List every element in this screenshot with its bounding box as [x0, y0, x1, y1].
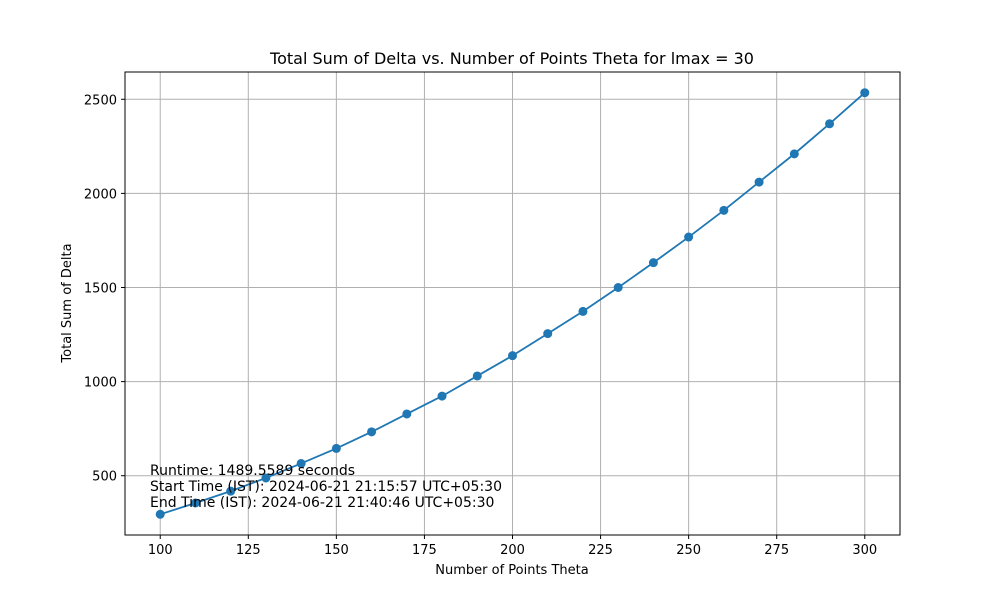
x-tick-label: 175 — [412, 543, 437, 558]
data-point — [190, 498, 200, 508]
data-point — [261, 473, 271, 483]
y-axis-label: Total Sum of Delta — [60, 243, 75, 363]
y-tick-label: 1500 — [84, 282, 117, 297]
x-tick-label: 225 — [588, 543, 613, 558]
data-point — [719, 205, 729, 215]
x-axis-label: Number of Points Theta — [435, 563, 588, 578]
data-series — [155, 88, 870, 519]
annotation-start-time: Start Time (IST): 2024-06-21 21:15:57 UT… — [150, 479, 502, 495]
data-point — [754, 177, 764, 187]
x-tick-label: 200 — [500, 543, 525, 558]
data-point — [296, 458, 306, 468]
data-point — [508, 351, 517, 361]
annotation-end-time: End Time (IST): 2024-06-21 21:40:46 UTC+… — [150, 495, 494, 511]
x-tick-label: 300 — [852, 543, 877, 558]
data-point — [472, 371, 482, 381]
runtime-annotation: Runtime: 1489.5589 seconds Start Time (I… — [150, 463, 502, 511]
data-point — [860, 88, 870, 98]
data-point — [155, 509, 165, 519]
x-tick-label: 250 — [676, 543, 701, 558]
data-point — [578, 306, 588, 316]
y-tick-label: 1000 — [84, 376, 117, 391]
x-tick-label: 150 — [324, 543, 349, 558]
axis-ticks: 100 125 150 175 200 225 250 275 300 500 1000 1500 20… — [84, 93, 877, 558]
x-tick-label: 125 — [236, 543, 261, 558]
data-point — [402, 409, 412, 419]
data-point — [825, 119, 835, 129]
grid-lines — [125, 72, 900, 535]
data-point — [648, 258, 658, 268]
y-tick-label: 2000 — [84, 187, 117, 202]
x-tick-label: 275 — [764, 543, 789, 558]
y-tick-label: 2500 — [84, 93, 117, 108]
data-point — [367, 427, 377, 437]
data-point — [543, 329, 553, 339]
data-point — [331, 443, 341, 453]
annotation-runtime: Runtime: 1489.5589 seconds — [150, 463, 355, 479]
data-point — [613, 283, 623, 293]
chart-title: Total Sum of Delta vs. Number of Points … — [269, 49, 754, 68]
x-tick-label: 100 — [148, 543, 173, 558]
data-point — [226, 486, 236, 496]
data-point — [437, 391, 447, 401]
data-point — [789, 149, 799, 159]
y-tick-label: 500 — [92, 470, 117, 485]
data-point — [684, 232, 694, 242]
